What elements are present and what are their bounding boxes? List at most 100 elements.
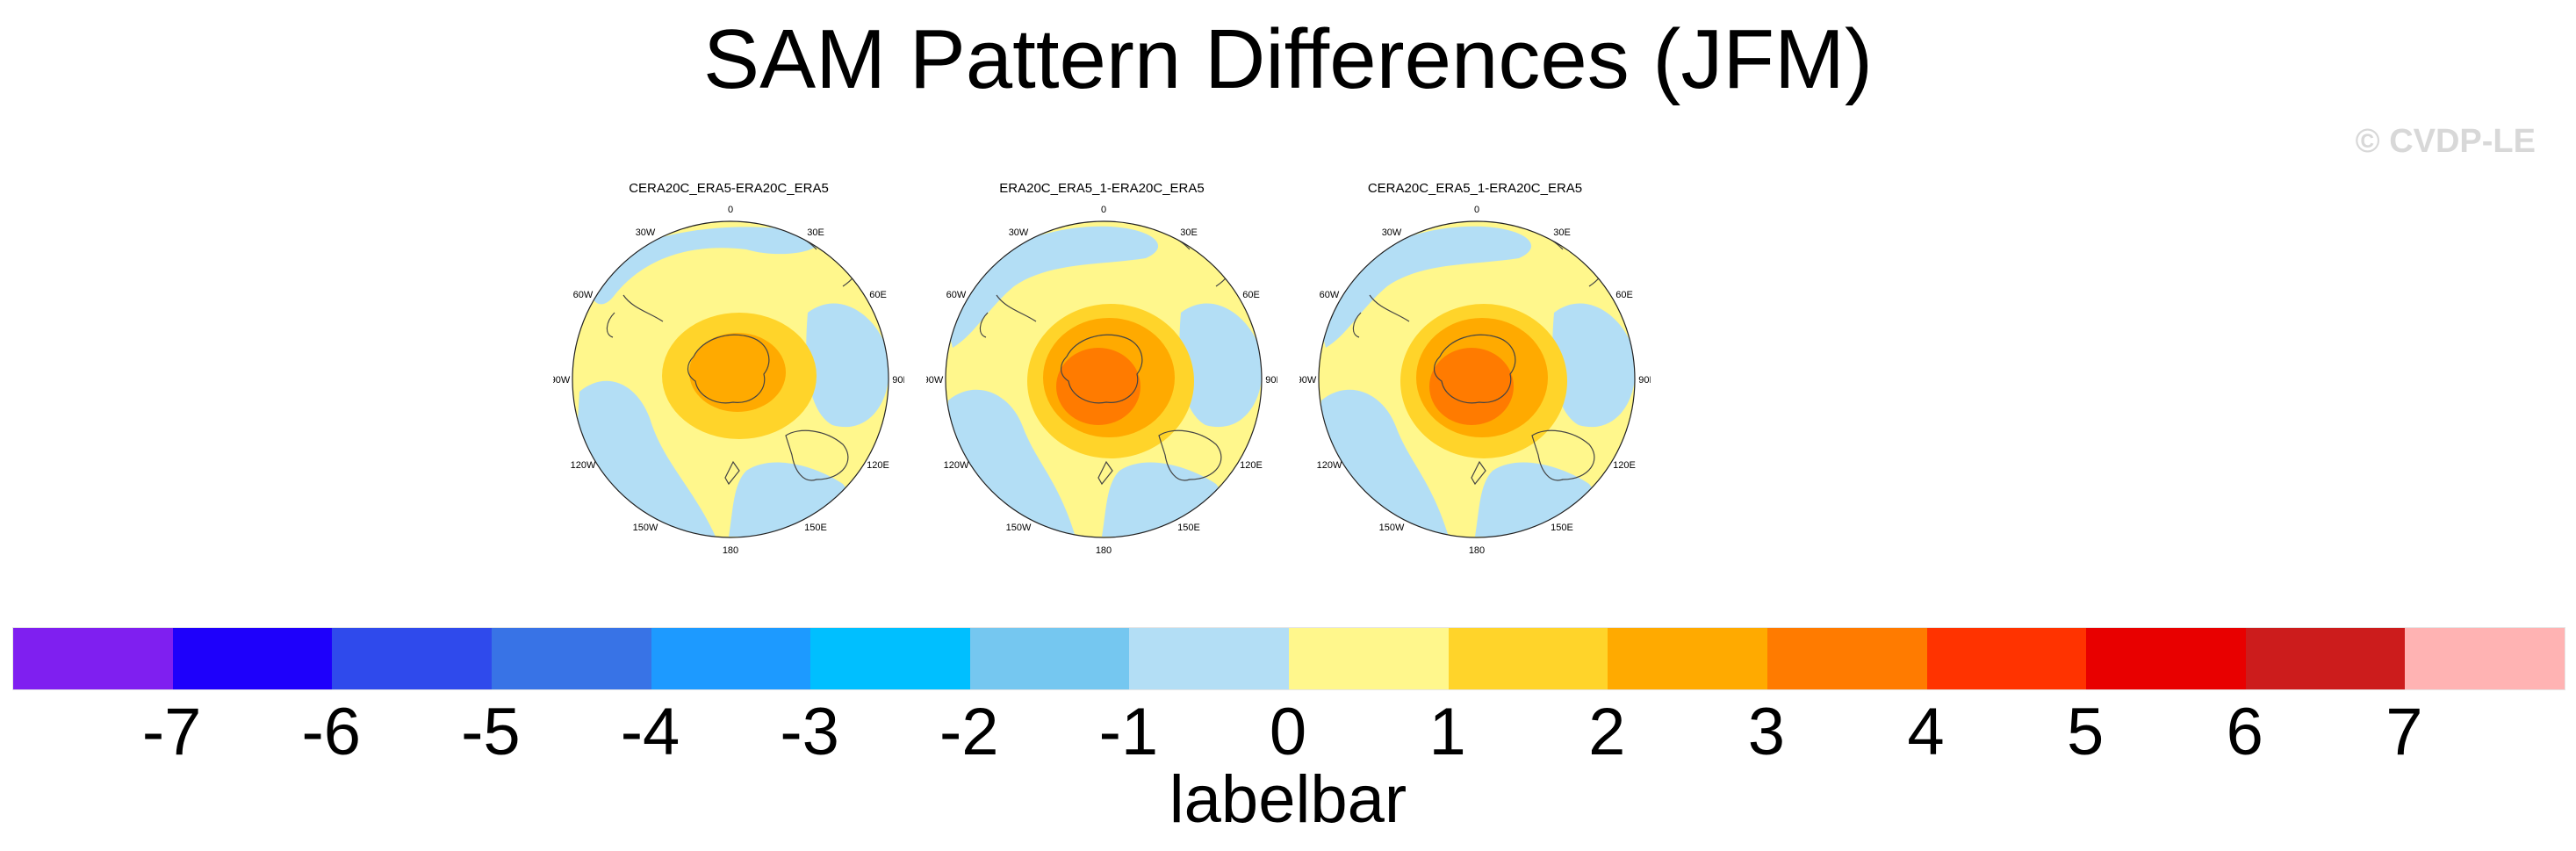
labelbar-color-box xyxy=(1289,628,1449,689)
map-panel-1: 0 30E 60E 90E 120E 150E 180 150W 120W 90W 60W 30W C… xyxy=(553,181,904,567)
longitude-label: 180 xyxy=(723,545,738,556)
figure-title: SAM Pattern Differences (JFM) xyxy=(703,12,1873,106)
coastline xyxy=(1352,294,1410,338)
longitude-label: 120W xyxy=(1317,460,1342,471)
labelbar-color-box xyxy=(1926,628,2087,689)
labelbar-tick-label: 4 xyxy=(1907,695,1945,769)
coastline xyxy=(724,460,740,486)
longitude-label: 120E xyxy=(1613,460,1636,471)
longitude-label: 150E xyxy=(1551,523,1573,533)
positive-anomaly-core xyxy=(1429,348,1514,425)
labelbar-color-box xyxy=(172,628,333,689)
longitude-label: 30E xyxy=(1553,227,1571,238)
labelbar-color-box xyxy=(2086,628,2246,689)
labelbar-tick-label: 1 xyxy=(1428,695,1466,769)
longitude-label: 150W xyxy=(1379,523,1405,533)
labelbar-tick-label: 7 xyxy=(2385,695,2423,769)
polar-map: 0 30E 60E 90E 120E 150E 180 150W 120W 90W 60W 30W xyxy=(553,205,904,556)
longitude-label: 60E xyxy=(1615,290,1633,300)
longitude-label: 120E xyxy=(1240,460,1263,471)
longitude-label: 30E xyxy=(807,227,824,238)
longitude-label: 60W xyxy=(946,290,967,300)
coastline xyxy=(1471,460,1486,486)
longitude-label: 30W xyxy=(1382,227,1402,238)
labelbar-tick-label: -4 xyxy=(620,695,680,769)
longitude-label: 90W xyxy=(1299,375,1317,386)
positive-anomaly-core xyxy=(1056,348,1140,425)
longitude-label: 60W xyxy=(573,290,594,300)
coastline xyxy=(1060,334,1143,404)
labelbar-tick-label: 6 xyxy=(2226,695,2263,769)
longitude-label: 150W xyxy=(1006,523,1032,533)
labelbar-tick-label: -2 xyxy=(939,695,999,769)
coastline xyxy=(606,294,664,338)
labelbar-title: labelbar xyxy=(1169,762,1407,837)
longitude-label: 0 xyxy=(1474,205,1479,215)
labelbar-color-box xyxy=(651,628,811,689)
watermark: © CVDP-LE xyxy=(2355,123,2536,160)
longitude-label: 90E xyxy=(892,375,904,386)
longitude-label: 180 xyxy=(1096,545,1112,556)
longitude-label: 120E xyxy=(867,460,889,471)
longitude-label: 30W xyxy=(1009,227,1029,238)
panel-title: CERA20C_ERA5-ERA20C_ERA5 xyxy=(629,181,829,196)
map-panel-3: 0 30E 60E 90E 120E 150E 180 150W 120W 90W 60W 30W C… xyxy=(1299,181,1651,567)
longitude-label: 120W xyxy=(571,460,596,471)
map-border xyxy=(572,220,889,538)
negative-anomaly-region xyxy=(1179,303,1262,427)
labelbar-color-box xyxy=(2405,628,2565,689)
map-border xyxy=(1318,220,1636,538)
positive-anomaly-core xyxy=(689,333,786,412)
longitude-label: 60W xyxy=(1320,290,1340,300)
labelbar-color-box xyxy=(2245,628,2406,689)
longitude-label: 120W xyxy=(944,460,969,471)
longitude-label: 150E xyxy=(1177,523,1200,533)
labelbar-tick-label: 5 xyxy=(2066,695,2105,769)
labelbar-tick-label: 0 xyxy=(1269,695,1307,769)
polar-map: 0 30E 60E 90E 120E 150E 180 150W 120W 90W 60W 30W xyxy=(926,205,1277,556)
labelbar-tick-label: -7 xyxy=(141,695,202,769)
negative-anomaly-region xyxy=(806,303,889,427)
longitude-label: 90E xyxy=(1638,375,1651,386)
labelbar-tick-label: -3 xyxy=(780,695,839,769)
longitude-label: 150W xyxy=(633,523,658,533)
panel-title: CERA20C_ERA5_1-ERA20C_ERA5 xyxy=(1367,181,1583,196)
coastline xyxy=(1531,429,1595,481)
longitude-label: 150E xyxy=(804,523,827,533)
map-panel-2: 0 30E 60E 90E 120E 150E 180 150W 120W 90W 60W 30W E… xyxy=(926,181,1277,567)
labelbar-color-box xyxy=(1448,628,1608,689)
longitude-label: 90W xyxy=(553,375,571,386)
coastline xyxy=(1433,334,1516,404)
longitude-label: 60E xyxy=(869,290,887,300)
color-labelbar xyxy=(12,627,2565,690)
labelbar-color-box xyxy=(969,628,1130,689)
negative-anomaly-region xyxy=(1552,303,1635,427)
labelbar-color-box xyxy=(1767,628,1927,689)
map-border xyxy=(945,220,1263,538)
labelbar-color-box xyxy=(13,628,173,689)
labelbar-tick-label: -6 xyxy=(301,695,362,769)
labelbar-color-box xyxy=(1608,628,1767,689)
coastline xyxy=(785,429,849,481)
coastline xyxy=(1097,460,1113,486)
longitude-label: 0 xyxy=(728,205,733,215)
labelbar-color-box xyxy=(1129,628,1289,689)
longitude-label: 90E xyxy=(1265,375,1277,386)
labelbar-tick-label: -5 xyxy=(461,695,521,769)
longitude-label: 30W xyxy=(636,227,656,238)
longitude-label: 30E xyxy=(1180,227,1198,238)
longitude-label: 180 xyxy=(1469,545,1485,556)
coastline xyxy=(687,334,770,404)
coastline xyxy=(1158,429,1222,481)
longitude-label: 0 xyxy=(1101,205,1106,215)
labelbar-color-box xyxy=(332,628,492,689)
labelbar-tick-label: 3 xyxy=(1747,695,1786,769)
longitude-label: 60E xyxy=(1242,290,1260,300)
panel-title: ERA20C_ERA5_1-ERA20C_ERA5 xyxy=(999,181,1205,196)
longitude-label: 90W xyxy=(926,375,944,386)
labelbar-color-box xyxy=(810,628,970,689)
labelbar-color-box xyxy=(491,628,651,689)
coastline xyxy=(979,294,1037,338)
labelbar-tick-label: 2 xyxy=(1588,695,1626,769)
polar-map: 0 30E 60E 90E 120E 150E 180 150W 120W 90W 60W 30W xyxy=(1299,205,1651,556)
